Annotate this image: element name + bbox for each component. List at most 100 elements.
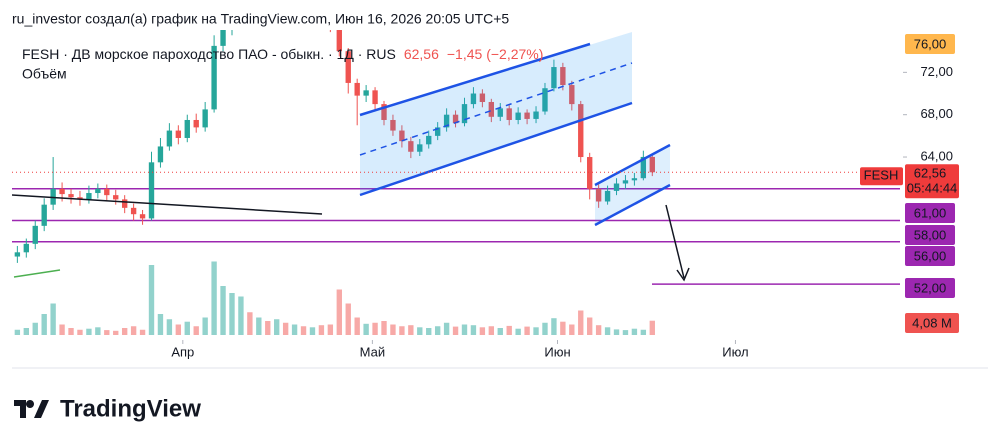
candle-body: [113, 195, 119, 200]
candle-body: [166, 130, 173, 147]
candle-body: [542, 88, 548, 112]
candle-body: [578, 104, 584, 158]
candle-body: [104, 188, 110, 196]
volume-bar: [372, 322, 378, 335]
level-label: 58,00: [914, 227, 947, 242]
candle-body: [622, 180, 629, 184]
channel-line: [594, 143, 671, 187]
candle-body: [14, 252, 21, 257]
volume-bar: [452, 326, 459, 335]
volume-bar: [121, 328, 128, 335]
channel-line: [359, 42, 591, 117]
volume-bar: [587, 317, 593, 335]
channel-mid: [359, 62, 633, 156]
candle-body: [336, 30, 342, 52]
candle-body: [175, 130, 182, 138]
volume-bar: [148, 265, 155, 335]
ticker-label-bg: [860, 167, 903, 186]
candle-body: [649, 156, 655, 173]
level-label: 76,00: [914, 36, 947, 51]
candle-body: [390, 119, 396, 131]
price-label-bg: [905, 164, 959, 199]
volume-bar: [113, 330, 119, 335]
volume-bar: [533, 327, 539, 335]
volume-bar: [569, 324, 575, 335]
symbol-line: FESH · ДВ морское пароходство ПАО - обык…: [22, 46, 396, 62]
candle-body: [50, 188, 56, 205]
volume-bar: [220, 286, 226, 335]
candle-body: [524, 112, 530, 119]
level-label-bg: [905, 278, 955, 298]
volume-bar: [399, 326, 405, 335]
volume-bar: [157, 314, 164, 335]
candle-body: [604, 190, 611, 202]
volume-bar: [211, 261, 217, 335]
candle-body: [551, 67, 557, 89]
volume-bar: [166, 319, 173, 335]
volume-bar: [318, 325, 325, 335]
x-tick-label: Май: [360, 344, 385, 359]
candle-body: [32, 225, 38, 244]
candle-body: [68, 194, 74, 198]
legend-price: 62,56: [404, 46, 439, 62]
volume-bar: [434, 326, 441, 335]
volume-bar: [282, 322, 289, 335]
candle-body: [193, 119, 199, 128]
ticker-label: FESH: [864, 168, 899, 183]
volume-bar: [381, 321, 387, 335]
candle-body: [613, 183, 620, 191]
volume-bar: [247, 312, 253, 335]
volume-bar: [345, 303, 351, 335]
candle-body: [77, 197, 83, 200]
candle-body: [426, 135, 432, 145]
author-line: ru_investor создал(а) график на TradingV…: [12, 11, 509, 27]
volume-bar: [238, 296, 244, 335]
candle-body: [452, 114, 459, 124]
volume-bar: [50, 303, 56, 335]
volume-bar: [265, 321, 271, 335]
candle-body: [560, 67, 566, 86]
volume-bar: [408, 325, 414, 335]
volume-bar: [291, 324, 298, 335]
candle-body: [533, 111, 539, 119]
candle-body: [41, 204, 47, 226]
volume-bar: [524, 326, 530, 335]
volume-bar: [300, 326, 307, 335]
candle-body: [479, 93, 486, 102]
volume-bar: [354, 317, 360, 335]
candle-body: [202, 109, 208, 128]
candle-body: [408, 141, 414, 152]
volume-bar: [595, 325, 602, 335]
legend: FESH · ДВ морское пароходство ПАО - обык…: [22, 46, 543, 62]
volume-bar: [470, 325, 477, 335]
volume-bar: [104, 330, 110, 335]
volume-bar: [461, 324, 468, 335]
volume-bar: [417, 327, 423, 335]
channel-fill: [360, 32, 632, 195]
volume-bar: [41, 314, 47, 335]
candle-body: [631, 178, 638, 181]
trend-line: [13, 269, 61, 278]
candle-body: [569, 85, 575, 105]
candle-body: [399, 130, 405, 142]
level-label: 56,00: [914, 248, 947, 263]
level-label-bg: [905, 34, 955, 54]
volume-bar: [631, 328, 638, 335]
volume-bar: [649, 320, 655, 335]
volume-bar: [604, 327, 611, 335]
level-label: 52,00: [914, 280, 947, 295]
volume-bar: [77, 329, 83, 335]
volume-bar: [175, 324, 182, 335]
candle-body: [587, 157, 593, 189]
volume-bar: [515, 328, 521, 335]
volume-bar: [130, 326, 137, 335]
candle-body: [121, 199, 128, 208]
volume-bar: [479, 327, 486, 335]
candle-body: [220, 30, 226, 46]
candle-body: [354, 82, 360, 96]
candle-body: [148, 162, 155, 219]
volume-bar: [184, 321, 190, 335]
price-label: 62,56: [914, 166, 947, 181]
arrow-head: [676, 267, 690, 282]
